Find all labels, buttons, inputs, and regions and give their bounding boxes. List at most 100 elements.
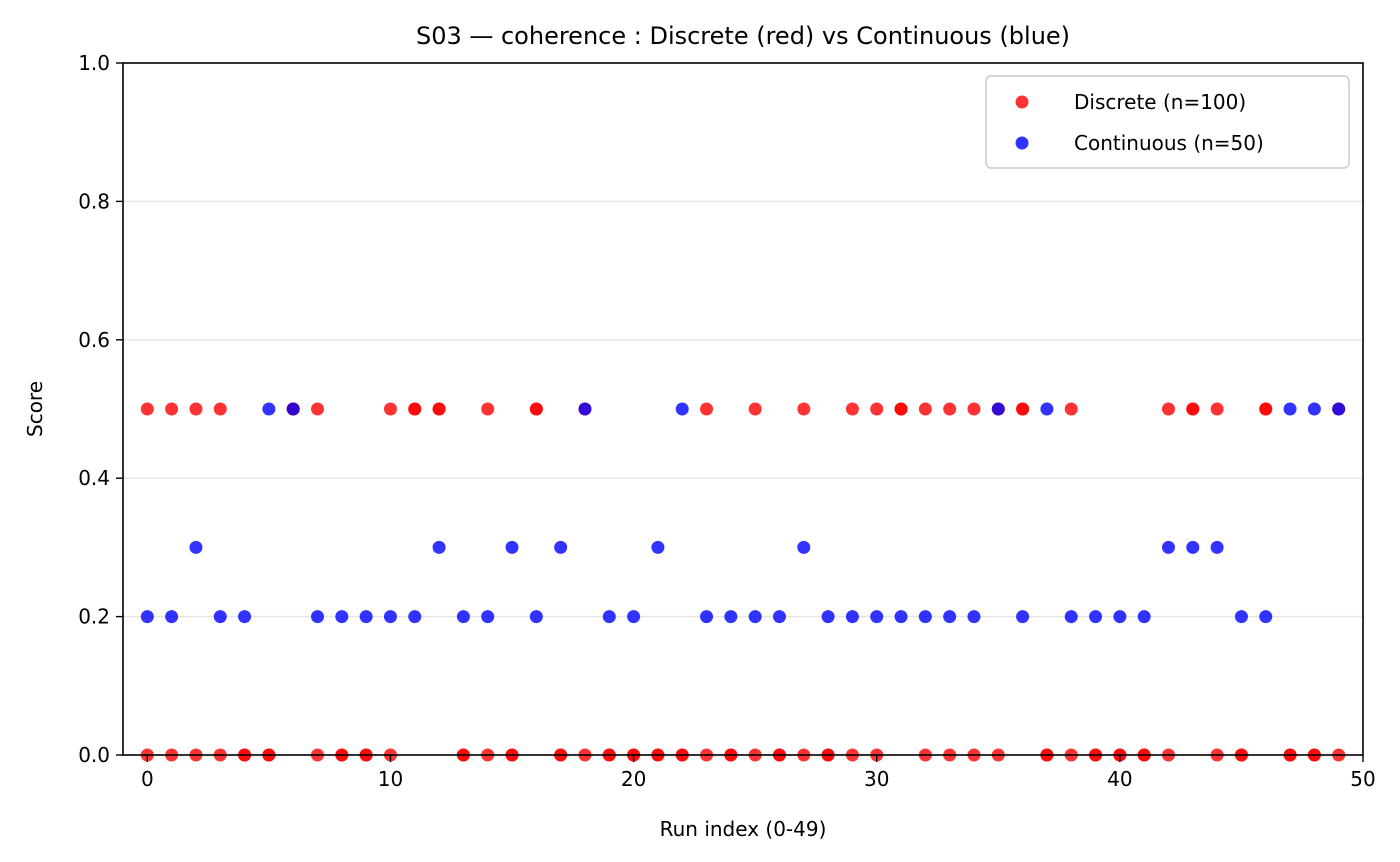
- legend-label-discrete: Discrete (n=100): [1074, 90, 1246, 114]
- discrete-point: [383, 402, 397, 416]
- discrete-point: [845, 402, 859, 416]
- continuous-point: [1234, 610, 1248, 624]
- continuous-point: [1283, 402, 1297, 416]
- discrete-point: [189, 402, 203, 416]
- discrete-point: [481, 402, 495, 416]
- discrete-point: [165, 402, 179, 416]
- continuous-point: [359, 610, 373, 624]
- data-points: [140, 402, 1346, 762]
- discrete-point: [870, 402, 884, 416]
- continuous-point: [554, 540, 568, 554]
- continuous-point: [286, 402, 300, 416]
- continuous-point: [311, 610, 325, 624]
- chart-title: S03 — coherence : Discrete (red) vs Cont…: [416, 22, 1070, 50]
- discrete-point: [1064, 402, 1078, 416]
- continuous-point: [505, 540, 519, 554]
- discrete-point: [432, 402, 446, 416]
- continuous-point: [1186, 540, 1200, 554]
- continuous-point: [262, 402, 276, 416]
- discrete-point: [700, 402, 714, 416]
- y-tick-label: 1.0: [78, 51, 110, 75]
- continuous-point: [821, 610, 835, 624]
- continuous-point: [627, 610, 641, 624]
- continuous-point: [894, 610, 908, 624]
- discrete-point: [797, 402, 811, 416]
- continuous-point: [724, 610, 738, 624]
- continuous-point: [845, 610, 859, 624]
- continuous-point: [529, 610, 543, 624]
- discrete-point: [140, 402, 154, 416]
- discrete-point: [918, 402, 932, 416]
- y-tick-label: 0.0: [78, 743, 110, 767]
- continuous-point: [1332, 402, 1346, 416]
- x-axis-title: Run index (0-49): [660, 817, 827, 841]
- x-tick-label: 20: [621, 767, 646, 791]
- continuous-point: [651, 540, 665, 554]
- discrete-point: [1016, 402, 1030, 416]
- continuous-point: [481, 610, 495, 624]
- continuous-point: [602, 610, 616, 624]
- grid-lines: [123, 200, 1363, 618]
- continuous-point: [1089, 610, 1103, 624]
- continuous-point: [918, 610, 932, 624]
- discrete-point: [748, 402, 762, 416]
- continuous-point: [1137, 610, 1151, 624]
- continuous-point: [675, 402, 689, 416]
- continuous-point: [213, 610, 227, 624]
- discrete-point: [408, 402, 422, 416]
- continuous-point: [1113, 610, 1127, 624]
- y-axis-title: Score: [23, 381, 47, 437]
- discrete-point: [1210, 402, 1224, 416]
- continuous-point: [1161, 540, 1175, 554]
- y-axis-ticks: 0.0 0.2 0.4 0.6 0.8 1.0: [78, 51, 123, 767]
- legend: Discrete (n=100) Continuous (n=50): [985, 75, 1350, 169]
- continuous-point: [748, 610, 762, 624]
- continuous-point: [1064, 610, 1078, 624]
- discrete-point: [943, 402, 957, 416]
- continuous-point: [432, 540, 446, 554]
- x-tick-label: 40: [1107, 767, 1132, 791]
- discrete-point: [311, 402, 325, 416]
- continuous-point: [578, 402, 592, 416]
- continuous-point: [700, 610, 714, 624]
- x-axis-ticks: 0 10 20 30 40 50: [141, 755, 1376, 791]
- legend-label-continuous: Continuous (n=50): [1074, 131, 1264, 155]
- y-tick-label: 0.6: [78, 328, 110, 352]
- continuous-point: [797, 540, 811, 554]
- plot-frame: [122, 62, 1364, 756]
- continuous-point: [456, 610, 470, 624]
- continuous-point: [238, 610, 252, 624]
- discrete-point: [1259, 402, 1273, 416]
- discrete-point: [1186, 402, 1200, 416]
- continuous-point: [1259, 610, 1273, 624]
- y-tick-label: 0.2: [78, 605, 110, 629]
- y-tick-label: 0.8: [78, 189, 110, 213]
- x-tick-label: 30: [864, 767, 889, 791]
- continuous-point: [870, 610, 884, 624]
- x-tick-label: 0: [141, 767, 154, 791]
- legend-marker-continuous: [1015, 136, 1029, 150]
- y-tick-label: 0.4: [78, 466, 110, 490]
- legend-box: [985, 75, 1350, 169]
- continuous-point: [383, 610, 397, 624]
- continuous-point: [189, 540, 203, 554]
- discrete-point: [213, 402, 227, 416]
- continuous-point: [140, 610, 154, 624]
- continuous-point: [943, 610, 957, 624]
- discrete-point: [967, 402, 981, 416]
- continuous-point: [1040, 402, 1054, 416]
- continuous-point: [967, 610, 981, 624]
- continuous-point: [1307, 402, 1321, 416]
- continuous-point: [1016, 610, 1030, 624]
- continuous-point: [1210, 540, 1224, 554]
- legend-marker-discrete: [1015, 95, 1029, 109]
- continuous-point: [165, 610, 179, 624]
- discrete-point: [529, 402, 543, 416]
- discrete-point: [1161, 402, 1175, 416]
- x-tick-label: 10: [378, 767, 403, 791]
- continuous-point: [408, 610, 422, 624]
- x-tick-label: 50: [1350, 767, 1375, 791]
- continuous-point: [335, 610, 349, 624]
- continuous-point: [991, 402, 1005, 416]
